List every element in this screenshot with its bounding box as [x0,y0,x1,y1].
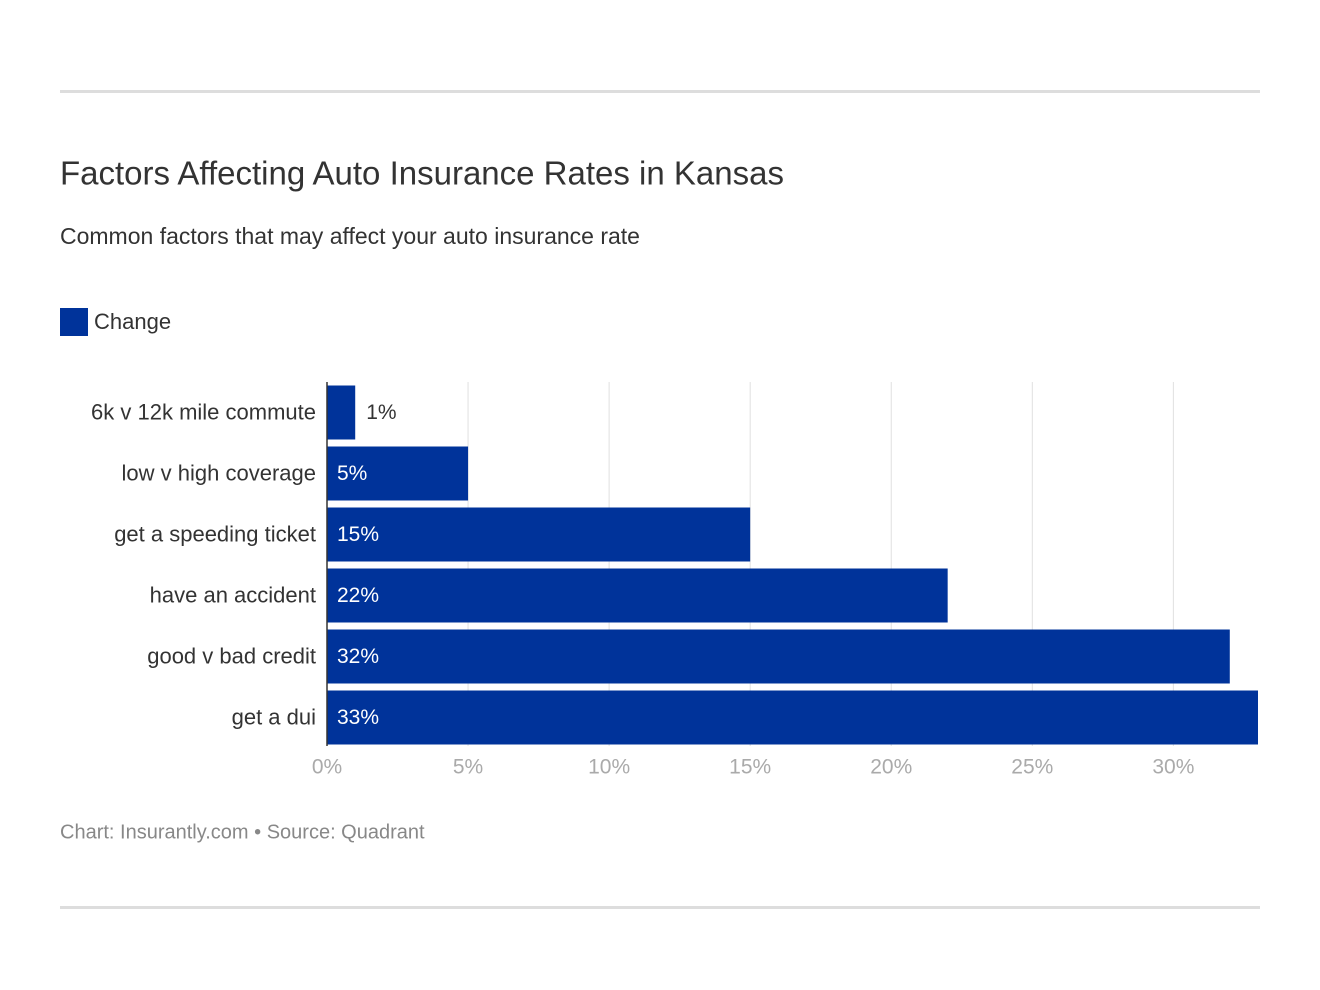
x-tick-label: 5% [453,756,483,779]
y-tick-label: 6k v 12k mile commute [91,399,316,424]
value-label: 32% [337,645,379,668]
x-tick-label: 0% [312,756,342,779]
bar [327,629,1230,684]
bar [327,446,469,501]
x-tick-label: 30% [1152,756,1194,779]
chart-subtitle: Common factors that may affect your auto… [60,223,640,249]
y-tick-label: get a dui [232,704,316,729]
bottom-rule [60,906,1260,909]
bar [327,690,1258,745]
top-rule [60,90,1260,93]
bar [327,507,751,562]
x-tick-label: 10% [588,756,630,779]
bar [327,385,356,440]
value-label: 33% [337,706,379,729]
legend-swatch [60,308,88,336]
y-tick-label: have an accident [150,582,316,607]
value-label: 1% [366,401,396,424]
y-tick-label: good v bad credit [147,643,316,668]
bar [327,568,948,623]
value-label: 5% [337,462,367,485]
x-tick-label: 25% [1011,756,1053,779]
x-tick-label: 20% [870,756,912,779]
caption: Chart: Insurantly.com • Source: Quadrant [60,821,425,843]
x-tick-label: 15% [729,756,771,779]
y-tick-label: get a speeding ticket [114,521,316,546]
value-label: 22% [337,584,379,607]
value-label: 15% [337,523,379,546]
chart-title: Factors Affecting Auto Insurance Rates i… [60,155,784,192]
legend-label: Change [94,309,171,334]
y-tick-label: low v high coverage [122,460,316,485]
